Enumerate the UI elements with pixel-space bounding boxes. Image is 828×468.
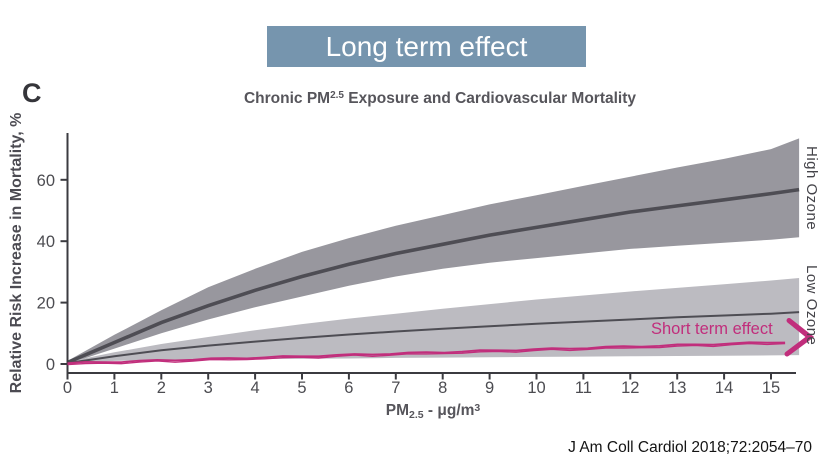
band-0 [67, 138, 800, 364]
mean-curve-0 [66, 187, 800, 365]
x-tick-label: 0 [63, 379, 72, 397]
x-axis-label-sub: 2.5 [408, 409, 424, 421]
y-tick-label: 0 [46, 356, 55, 374]
x-tick-label: 5 [297, 379, 306, 397]
banner-label: Long term effect [325, 30, 528, 62]
y-tick-label: 60 [37, 172, 55, 190]
long-term-effect-banner: Long term effect [267, 26, 586, 67]
chart-title-sup: 2.5 [330, 90, 344, 101]
x-tick-label: 14 [715, 379, 733, 397]
chart-title: Chronic PM2.5 Exposure and Cardiovascula… [150, 90, 730, 108]
x-tick-label: 11 [575, 379, 592, 397]
x-tick-label: 12 [621, 379, 639, 397]
x-tick-label: 1 [110, 379, 119, 397]
short-term-effect-annotation-label: Short term effect [651, 320, 773, 338]
short-term-effect-line [67, 341, 786, 364]
x-axis-label: PM2.5 - μg/m3 [333, 402, 533, 421]
low-ozone-series-label: Low Ozone [803, 265, 820, 346]
x-tick-label: 13 [668, 379, 686, 397]
x-tick-label: 9 [485, 379, 494, 397]
chart-title-post: Exposure and Cardiovascular Mortality [344, 90, 637, 107]
x-tick-label: 7 [391, 379, 400, 397]
x-tick-label: 4 [251, 379, 260, 397]
x-tick-label: 15 [762, 379, 780, 397]
y-axis-label: Relative Risk Increase in Mortality, % [8, 112, 25, 394]
x-axis-label-mid: - μg/m [423, 402, 475, 419]
short-term-effect-line-sketch [67, 342, 786, 366]
x-tick-label: 2 [157, 379, 166, 397]
short-term-effect-arrowhead-inner [791, 325, 810, 350]
panel-label-c: C [22, 78, 42, 108]
x-tick-label: 10 [527, 379, 545, 397]
x-axis-label-sup: 3 [474, 402, 481, 414]
journal-citation: J Am Coll Cardiol 2018;72:2054–70 [568, 439, 812, 456]
y-tick-label: 40 [37, 233, 55, 251]
high-ozone-series-label: High Ozone [803, 146, 820, 231]
mean-curve-1 [67, 311, 800, 365]
x-axis-label-base: PM [385, 402, 409, 419]
y-tick-label: 20 [37, 295, 55, 313]
chart-title-pre: Chronic PM [243, 90, 331, 107]
x-tick-label: 6 [344, 379, 353, 397]
x-tick-label: 8 [438, 379, 447, 397]
x-tick-label: 3 [204, 379, 213, 397]
